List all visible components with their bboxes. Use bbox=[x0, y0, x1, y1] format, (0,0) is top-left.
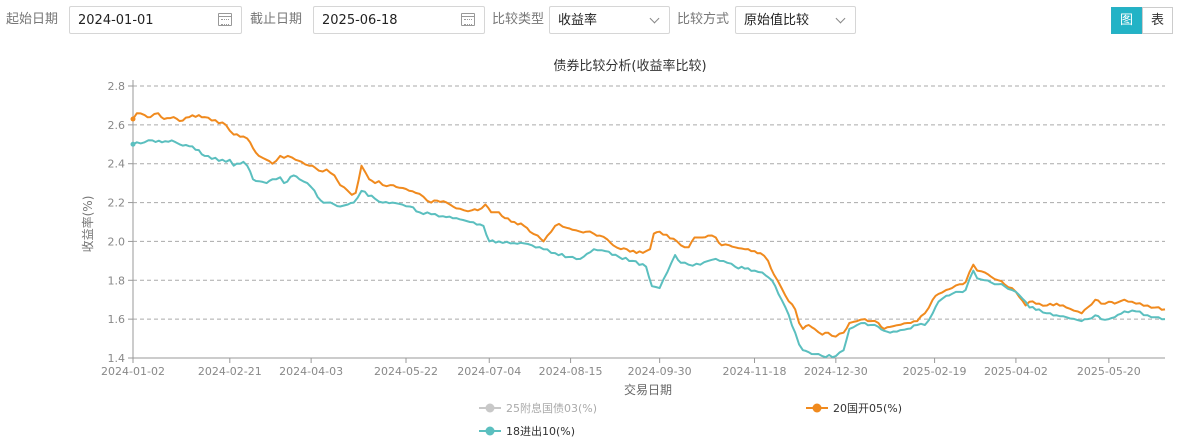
compare-type-value: 收益率 bbox=[558, 13, 598, 28]
x-tick-label: 2024-11-18 bbox=[723, 365, 787, 378]
chevron-down-icon bbox=[649, 13, 660, 24]
calendar-icon[interactable] bbox=[218, 13, 232, 26]
y-axis-label: 收益率(%) bbox=[80, 196, 95, 253]
x-tick-label: 2024-08-15 bbox=[539, 365, 603, 378]
yield-comparison-chart: 债券比较分析(收益率比较) 1.4 1.6 1.8 2.0 2.2 2.4 2.6 2.8 2… bbox=[80, 58, 1166, 438]
start-date-value: 2024-01-01 bbox=[78, 13, 154, 28]
x-tick-label: 2024-07-04 bbox=[457, 365, 521, 378]
chart-view-button[interactable]: 图 bbox=[1111, 7, 1142, 34]
compare-mode-value: 原始值比较 bbox=[744, 13, 810, 28]
end-date-value: 2025-06-18 bbox=[322, 13, 398, 28]
y-tick-label: 2.2 bbox=[108, 197, 126, 210]
end-date-field[interactable]: 2025-06-18 bbox=[313, 6, 485, 34]
grid-lines bbox=[133, 85, 1165, 320]
x-tick-label: 2024-09-30 bbox=[628, 365, 692, 378]
x-tick-label: 2024-01-02 bbox=[101, 365, 165, 378]
x-tick-label: 2025-02-19 bbox=[903, 365, 967, 378]
legend-label: 18进出10(%) bbox=[506, 424, 575, 438]
calendar-icon[interactable] bbox=[461, 13, 475, 26]
compare-mode-select[interactable]: 原始值比较 bbox=[735, 6, 856, 34]
y-tick-label: 2.0 bbox=[108, 235, 126, 248]
x-tick-label: 2024-02-21 bbox=[198, 365, 262, 378]
x-axis: 2024-01-02 2024-02-21 2024-04-03 2024-05-22… bbox=[101, 357, 1165, 378]
legend-label: 25附息国债03(%) bbox=[506, 401, 597, 415]
x-tick-label: 2024-04-03 bbox=[279, 365, 343, 378]
series-line-1 bbox=[132, 112, 1166, 338]
legend: 25附息国债03(%) 20国开05(%) 18进出10(%) bbox=[479, 401, 902, 438]
y-tick-label: 1.4 bbox=[108, 352, 126, 365]
y-tick-label: 1.8 bbox=[108, 274, 126, 287]
x-tick-label: 2025-04-02 bbox=[984, 365, 1048, 378]
legend-label: 20国开05(%) bbox=[833, 402, 902, 415]
x-tick-label: 2024-12-30 bbox=[804, 365, 868, 378]
x-tick-label: 2024-05-22 bbox=[374, 365, 438, 378]
end-date-label: 截止日期 bbox=[250, 12, 303, 27]
series-line-2 bbox=[132, 139, 1166, 359]
compare-mode-label: 比较方式 bbox=[677, 12, 730, 27]
legend-item-series-3[interactable]: 18进出10(%) bbox=[479, 424, 575, 438]
compare-type-label: 比较类型 bbox=[492, 12, 545, 27]
y-axis-ticks: 1.4 1.6 1.8 2.0 2.2 2.4 2.6 2.8 bbox=[108, 80, 134, 365]
chevron-down-icon bbox=[835, 13, 846, 24]
x-axis-label: 交易日期 bbox=[624, 382, 672, 397]
series-lines bbox=[130, 112, 1166, 359]
legend-item-series-1[interactable]: 25附息国债03(%) bbox=[479, 401, 597, 415]
y-tick-label: 1.6 bbox=[108, 313, 126, 326]
series-start-point bbox=[130, 141, 136, 147]
legend-item-series-2[interactable]: 20国开05(%) bbox=[806, 402, 902, 415]
chart-title: 债券比较分析(收益率比较) bbox=[553, 58, 706, 74]
start-date-field[interactable]: 2024-01-01 bbox=[69, 6, 242, 34]
y-tick-label: 2.6 bbox=[108, 119, 126, 132]
start-date-label: 起始日期 bbox=[6, 12, 59, 27]
y-tick-label: 2.8 bbox=[108, 80, 126, 93]
filter-toolbar: 起始日期 2024-01-01 截止日期 2025-06-18 比较类型 收益率… bbox=[0, 0, 1180, 40]
x-tick-label: 2025-05-20 bbox=[1077, 365, 1141, 378]
y-tick-label: 2.4 bbox=[108, 158, 126, 171]
series-start-point bbox=[130, 116, 136, 122]
table-view-button[interactable]: 表 bbox=[1142, 7, 1173, 34]
compare-type-select[interactable]: 收益率 bbox=[549, 6, 670, 34]
